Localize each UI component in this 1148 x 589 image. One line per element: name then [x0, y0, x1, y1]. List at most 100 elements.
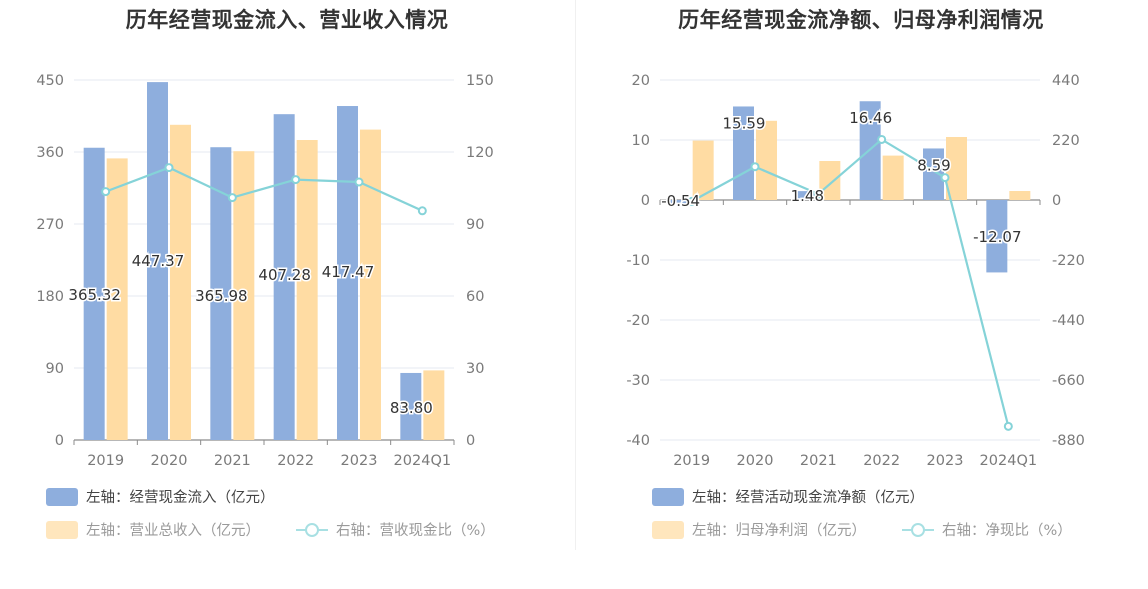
bar-secondary	[423, 370, 445, 440]
chart-title: 历年经营现金流入、营业收入情况	[125, 8, 449, 32]
chart-panel-cash-inflow: 历年经营现金流入、营业收入情况 0 90 180 270 360 450 0 30 60 90 12…	[36, 8, 495, 540]
chart-title: 历年经营现金流净额、归母净利润情况	[678, 8, 1044, 32]
y-left-tick-label: -20	[626, 313, 650, 329]
y-right-tick-label: 30	[466, 361, 484, 377]
chart-net-cash-flow-svg: -40 -30 -20 -10 0 10 20 -880 -660 -440 -220 0 220 440…	[626, 73, 1085, 469]
legend-label: 左轴：经营现金流入（亿元）	[86, 490, 275, 506]
legend-swatch	[652, 520, 684, 539]
bar-primary	[923, 148, 944, 200]
y-left-tick-label: 10	[632, 133, 650, 149]
y-right-tick-label: 120	[466, 145, 494, 161]
legend-label: 右轴：营收现金比（%）	[336, 523, 495, 539]
bar-secondary	[1009, 191, 1031, 200]
bar-primary	[796, 191, 818, 200]
bar-primary	[147, 82, 168, 440]
bar-primary	[400, 372, 422, 440]
bar-secondary	[106, 158, 128, 440]
legend-item-revenue-cash-ratio[interactable]: 右轴：营收现金比（%）	[296, 519, 495, 540]
x-tick-label: 2024Q1	[980, 453, 1038, 469]
bar-data-label: 83.80	[390, 399, 433, 417]
legend-label: 左轴：经营活动现金流净额（亿元）	[692, 490, 924, 506]
x-tick-label: 2022	[277, 453, 314, 469]
line-series-point	[354, 177, 364, 187]
y-right-tick-label: -880	[1052, 433, 1085, 449]
line-series-point	[813, 189, 823, 199]
chart-panel-net-cash-flow: 历年经营现金流净额、归母净利润情况 -40 -30 -20 -10 0 10 20 -880 -…	[574, 0, 1148, 589]
y-left-tick-label: 0	[641, 193, 650, 209]
x-tick-label: 2020	[737, 453, 774, 469]
legend-label: 左轴：归母净利润（亿元）	[692, 523, 866, 539]
line-series-point	[227, 193, 237, 203]
y-right-tick-label: 150	[466, 73, 494, 89]
y-right-tick-label: 440	[1052, 73, 1080, 89]
legend-item-net-cash-flow[interactable]: 左轴：经营活动现金流净额（亿元）	[652, 486, 924, 507]
legend-item-net-profit[interactable]: 左轴：归母净利润（亿元）	[652, 519, 866, 540]
y-right-tick-label: 90	[466, 217, 484, 233]
bar-secondary	[233, 151, 255, 440]
bar-primary	[273, 114, 295, 441]
y-left-tick-label: 0	[55, 433, 64, 449]
y-right-tick-label: 60	[466, 289, 484, 305]
x-tick-label: 2023	[341, 453, 378, 469]
line-series-point	[940, 173, 950, 183]
legend-swatch	[46, 520, 78, 539]
chart-cash-inflow-svg: 0 90 180 270 360 450 0 30 60 90 120 150 2019 2020 2021…	[36, 73, 494, 469]
y-right-tick-label: 220	[1052, 133, 1080, 149]
bar-primary	[669, 200, 691, 204]
y-left-tick-label: -30	[626, 373, 650, 389]
x-tick-label: 2019	[673, 453, 710, 469]
bar-data-label: 8.59	[917, 156, 950, 174]
x-tick-label: 2023	[927, 453, 964, 469]
bar-secondary	[819, 161, 841, 200]
line-series-point	[877, 134, 887, 144]
bar-data-label: 407.28	[258, 266, 311, 284]
y-right-tick-label: -440	[1052, 313, 1085, 329]
y-left-tick-label: 270	[36, 217, 64, 233]
line-series-point	[101, 187, 111, 197]
y-right-tick-label: 0	[466, 433, 475, 449]
legend-item-net-cash-ratio[interactable]: 右轴：净现比（%）	[902, 519, 1072, 540]
y-right-tick-label: -220	[1052, 253, 1085, 269]
bar-secondary	[360, 129, 381, 440]
legend-item-cash-inflow[interactable]: 左轴：经营现金流入（亿元）	[46, 486, 275, 507]
y-left-tick-label: 20	[632, 73, 650, 89]
legend-item-revenue[interactable]: 左轴：营业总收入（亿元）	[46, 519, 260, 540]
bar-secondary	[756, 120, 777, 200]
bar-secondary	[946, 137, 967, 200]
bar-data-label: 1.48	[791, 187, 824, 205]
bar-data-label: -0.54	[661, 192, 700, 210]
bar-data-label: 417.47	[322, 263, 375, 281]
bar-data-label: 15.59	[723, 114, 766, 132]
line-series-path	[691, 138, 1010, 427]
legend-label: 右轴：净现比（%）	[942, 523, 1072, 539]
bar-primary	[210, 147, 232, 440]
bar-secondary	[692, 140, 714, 200]
line-series-point	[417, 206, 427, 216]
bar-secondary	[170, 124, 191, 441]
x-tick-label: 2022	[863, 453, 900, 469]
y-left-tick-label: 450	[36, 73, 64, 89]
bar-secondary	[296, 140, 318, 440]
bar-data-label: 365.32	[68, 286, 121, 304]
bar-primary	[83, 147, 105, 440]
x-tick-label: 2019	[87, 453, 124, 469]
line-series-path	[105, 166, 423, 212]
bar-data-label: -12.07	[973, 228, 1021, 246]
x-tick-label: 2020	[151, 453, 188, 469]
y-left-tick-label: -40	[626, 433, 650, 449]
bar-primary	[986, 200, 1008, 273]
bar-data-label: 16.46	[849, 109, 892, 127]
y-left-tick-label: 180	[36, 289, 64, 305]
legend-label: 左轴：营业总收入（亿元）	[86, 523, 260, 539]
line-series-point	[1003, 421, 1013, 431]
line-series-point	[164, 163, 174, 173]
y-left-tick-label: -10	[626, 253, 650, 269]
y-right-tick-label: -660	[1052, 373, 1085, 389]
bar-data-label: 365.98	[195, 287, 248, 305]
x-tick-label: 2021	[214, 453, 251, 469]
line-series-point	[750, 162, 760, 172]
y-left-tick-label: 360	[36, 145, 64, 161]
line-series-point	[291, 175, 301, 185]
line-series-point	[687, 196, 697, 206]
